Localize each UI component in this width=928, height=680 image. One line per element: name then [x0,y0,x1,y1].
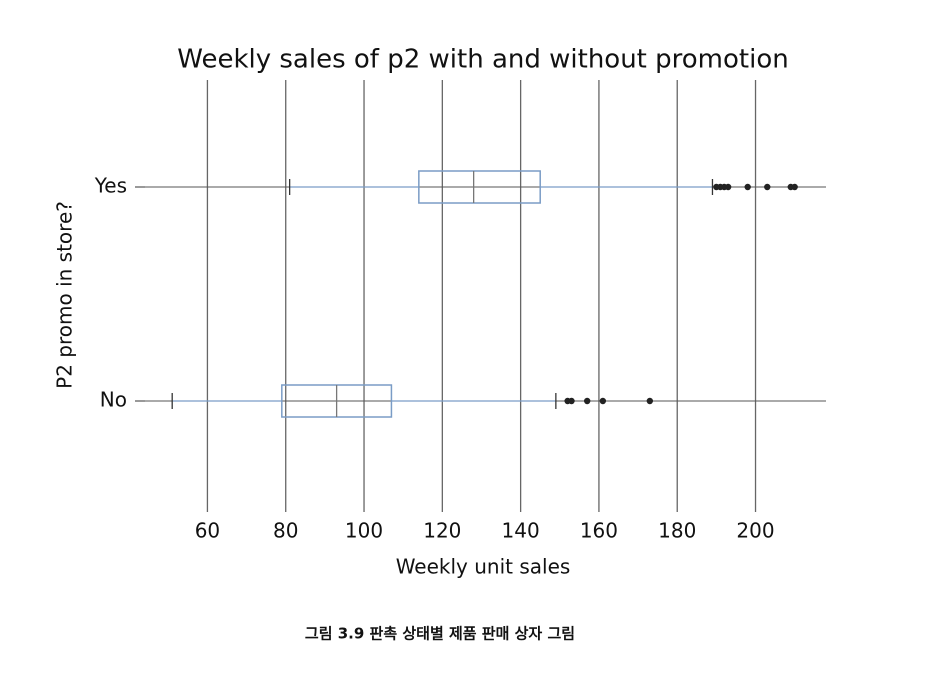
x-tick-label: 180 [658,519,696,543]
chart-title: Weekly sales of p2 with and without prom… [177,45,788,75]
x-tick-label: 120 [423,519,461,543]
outlier [744,183,751,191]
x-tick-label: 140 [502,519,540,543]
outlier [764,183,771,191]
x-axis-label: Weekly unit sales [396,555,571,579]
outlier [599,397,607,405]
y-tick-label: Yes [94,174,127,198]
y-axis-label: P2 promo in store? [53,201,77,389]
x-tick-label: 80 [273,519,298,543]
outlier [791,183,798,191]
x-tick-label: 200 [736,519,774,543]
x-tick-label: 100 [345,519,383,543]
x-tick-label: 60 [195,519,220,543]
box [418,170,541,204]
outlier [724,183,732,191]
y-tick-label: No [100,388,127,412]
outlier [583,397,591,405]
caption: 그림 3.9 판촉 상태별 제품 판매 상자 그림 [305,625,575,643]
outlier [646,397,654,405]
x-tick-label: 160 [580,519,618,543]
outlier [568,397,575,405]
